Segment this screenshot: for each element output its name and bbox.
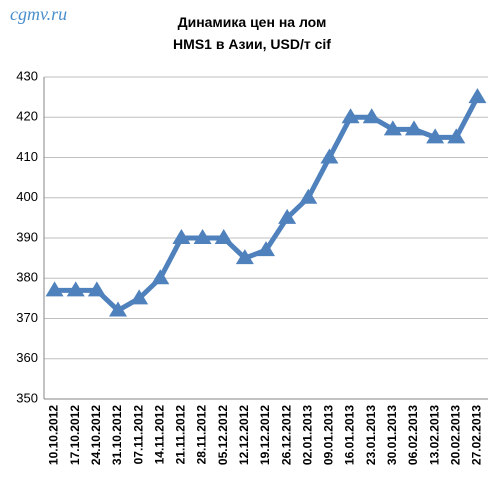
x-tick-label: 06.02.2013 <box>406 405 420 465</box>
x-tick-label: 19.12.2012 <box>258 405 272 465</box>
x-tick-label: 27.02.2013 <box>470 405 484 465</box>
marker <box>341 108 360 124</box>
x-tick-label: 14.11.2012 <box>152 405 166 465</box>
y-tick-label: 410 <box>16 149 38 164</box>
x-tick-label: 12.12.2012 <box>237 405 251 465</box>
x-tick-label: 02.01.2013 <box>300 405 314 465</box>
y-tick-label: 420 <box>16 109 38 124</box>
x-tick-label: 24.10.2012 <box>89 405 103 465</box>
marker <box>45 281 64 297</box>
marker <box>278 208 297 224</box>
marker <box>405 120 423 136</box>
marker <box>383 120 402 136</box>
marker <box>172 229 191 244</box>
x-tick-label: 26.12.2012 <box>279 405 293 465</box>
marker <box>193 229 212 244</box>
x-tick-label: 20.02.2013 <box>448 405 462 465</box>
marker <box>87 281 106 297</box>
marker <box>151 269 170 285</box>
x-tick-label: 16.01.2013 <box>343 405 357 465</box>
x-tick-label: 05.12.2012 <box>216 405 230 465</box>
y-tick-label: 370 <box>16 310 38 325</box>
marker <box>257 241 275 257</box>
y-tick-label: 380 <box>16 270 38 285</box>
chart-title: Динамика цен на лом <box>178 14 327 30</box>
x-tick-label: 10.10.2012 <box>47 405 61 465</box>
x-tick-label: 13.02.2013 <box>427 405 441 465</box>
marker <box>299 188 318 204</box>
y-tick-label: 360 <box>16 350 38 365</box>
marker <box>468 88 487 104</box>
marker <box>66 281 85 297</box>
marker <box>130 289 149 305</box>
y-tick-label: 430 <box>16 68 38 83</box>
marker <box>447 128 466 144</box>
y-tick-label: 400 <box>16 189 38 204</box>
marker <box>214 229 233 244</box>
x-tick-label: 31.10.2012 <box>110 405 124 465</box>
x-tick-label: 28.11.2012 <box>195 405 209 465</box>
y-tick-label: 350 <box>16 390 38 405</box>
x-tick-label: 09.01.2013 <box>322 405 336 465</box>
x-tick-label: 21.11.2012 <box>174 405 188 465</box>
marker <box>362 108 381 124</box>
x-tick-label: 23.01.2013 <box>364 405 378 465</box>
watermark: cgmv.ru <box>10 4 67 24</box>
marker <box>320 148 339 164</box>
x-tick-label: 07.11.2012 <box>131 405 145 465</box>
x-tick-label: 30.01.2013 <box>385 405 399 465</box>
x-tick-label: 17.10.2012 <box>68 405 82 465</box>
marker <box>109 301 127 317</box>
marker <box>235 249 254 265</box>
chart-title: HMS1 в Азии, USD/т cif <box>173 36 331 52</box>
y-tick-label: 390 <box>16 229 38 244</box>
marker <box>426 128 445 144</box>
